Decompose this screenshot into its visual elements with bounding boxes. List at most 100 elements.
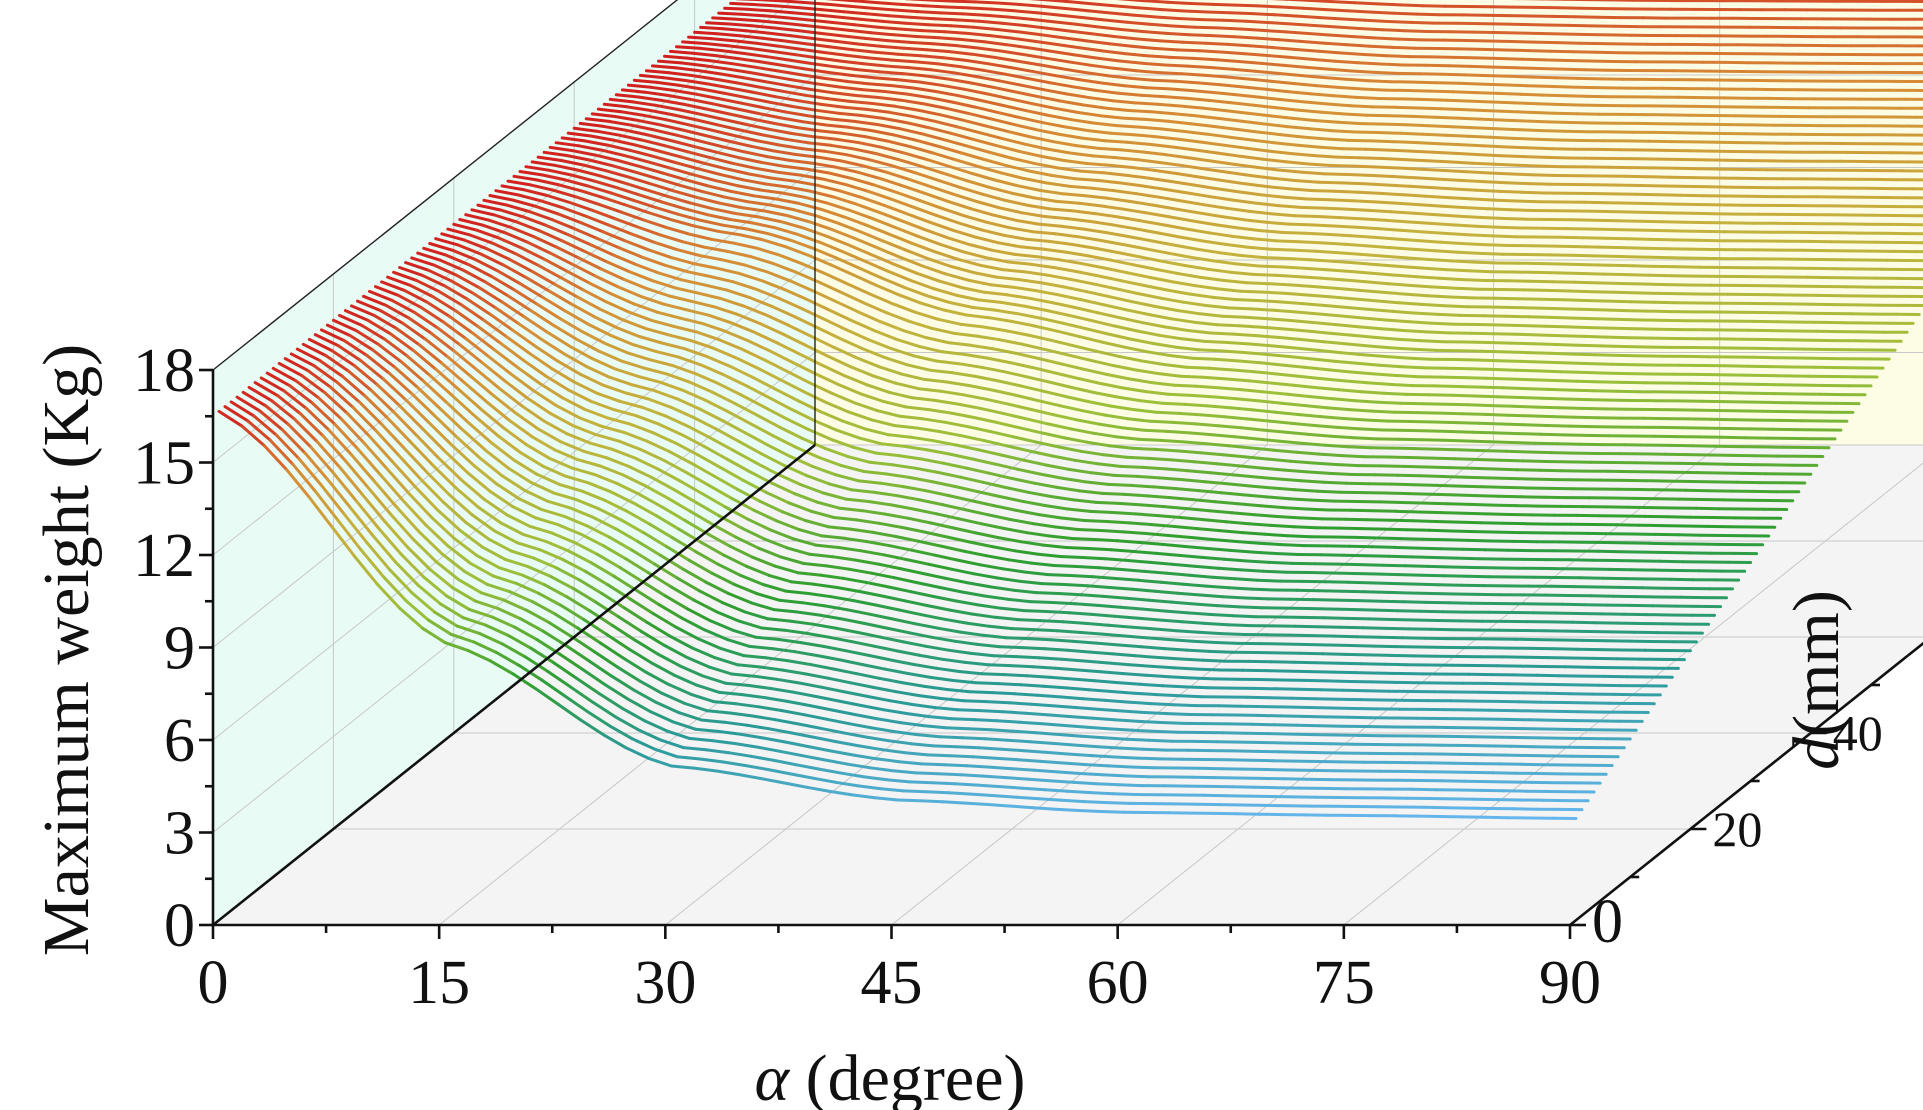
curve-segment [1090,319,1116,328]
curve-segment [511,198,537,208]
series-curve-d-93 [1507,0,1923,3]
curve-segment [939,243,965,254]
curve-segment [1409,420,1436,424]
curve-segment [806,592,833,599]
curve-segment [1264,87,1291,94]
curve-segment [1222,279,1249,285]
curve-segment [1598,380,1624,384]
curve-segment [836,383,863,396]
curve-segment [797,528,824,538]
curve-segment [806,253,833,267]
curve-segment [806,427,833,441]
curve-segment [1552,111,1579,116]
series-curve-d-90 [1028,0,1923,30]
curve-segment [583,408,610,420]
curve-segment [1055,485,1082,493]
curve-segment [1172,112,1199,118]
curve-segment [835,428,861,440]
curve-segment [1353,1,1379,6]
curve-segment [708,275,735,284]
curve-segment [1182,582,1208,588]
curve-segment [1318,145,1345,151]
curve-segment [718,72,745,80]
curve-segment [1255,36,1281,42]
curve-segment [1073,602,1100,607]
curve-segment [580,330,607,345]
curve-segment [728,217,754,225]
curve-segment [1605,335,1632,340]
curve-segment [515,365,542,385]
curve-segment [715,32,742,38]
curve-segment [568,344,595,361]
curve-segment [1572,50,1598,54]
series-curve-d-77 [675,45,1923,146]
curve-segment [1282,327,1309,333]
curve-segment [1301,302,1327,307]
curve-segment [691,51,718,58]
curve-segment [1092,2,1119,8]
curve-segment [826,354,852,369]
curve-segment [913,310,940,321]
curve-segment [782,164,808,171]
curve-segment [980,365,1006,374]
curve-segment [1044,463,1071,471]
curve-segment [699,218,726,227]
curve-segment [1240,388,1267,394]
curve-segment [1124,52,1150,58]
curve-segment [1133,512,1160,518]
curve-segment [1510,40,1536,44]
curve-segment [374,285,400,297]
curve-segment [1199,140,1226,147]
curve-segment [1044,56,1070,64]
curve-segment [1570,352,1597,357]
curve-segment [1287,90,1313,96]
curve-segment [832,516,858,522]
curve-segment [1628,201,1654,206]
curve-segment [1328,198,1354,203]
curve-segment [440,232,466,242]
curve-segment [1465,170,1491,175]
curve-segment [944,5,971,10]
curve-segment [1005,164,1031,173]
curve-segment [1510,441,1537,445]
curve-segment [1014,218,1041,226]
curve-segment [1647,273,1674,278]
curve-segment [1022,304,1048,312]
curve-segment [648,522,675,540]
curve-segment [1112,473,1139,478]
curve-segment [1394,237,1420,243]
curve-segment [1599,209,1625,214]
curve-segment [899,2,926,8]
curve-segment [1542,93,1568,98]
curve-segment [958,185,985,196]
curve-segment [1481,47,1508,52]
curve-segment [1421,537,1448,542]
curve-segment [1417,510,1443,515]
curve-segment [983,439,1009,448]
curve-segment [960,151,986,161]
curve-segment [1516,432,1543,436]
curve-segment [660,98,686,106]
curve-segment [1462,511,1489,516]
curve-segment [1202,203,1229,210]
curve-segment [1314,386,1341,392]
curve-segment [1079,46,1105,53]
curve-segment [583,250,610,264]
curve-segment [1507,377,1534,382]
curve-segment [1542,360,1568,365]
curve-segment [1097,274,1124,283]
curve-segment [747,295,774,308]
curve-segment [1215,323,1241,328]
curve-segment [889,347,916,358]
curve-segment [1447,196,1473,201]
curve-segment [1160,401,1187,406]
curve-segment [1261,28,1288,34]
curve-segment [1374,165,1401,170]
curve-segment [723,329,750,343]
curve-segment [747,70,774,78]
curve-segment [544,223,570,237]
curve-segment [1379,599,1406,604]
curve-segment [862,62,888,68]
curve-segment [1221,595,1247,600]
curve-segment [859,113,885,120]
